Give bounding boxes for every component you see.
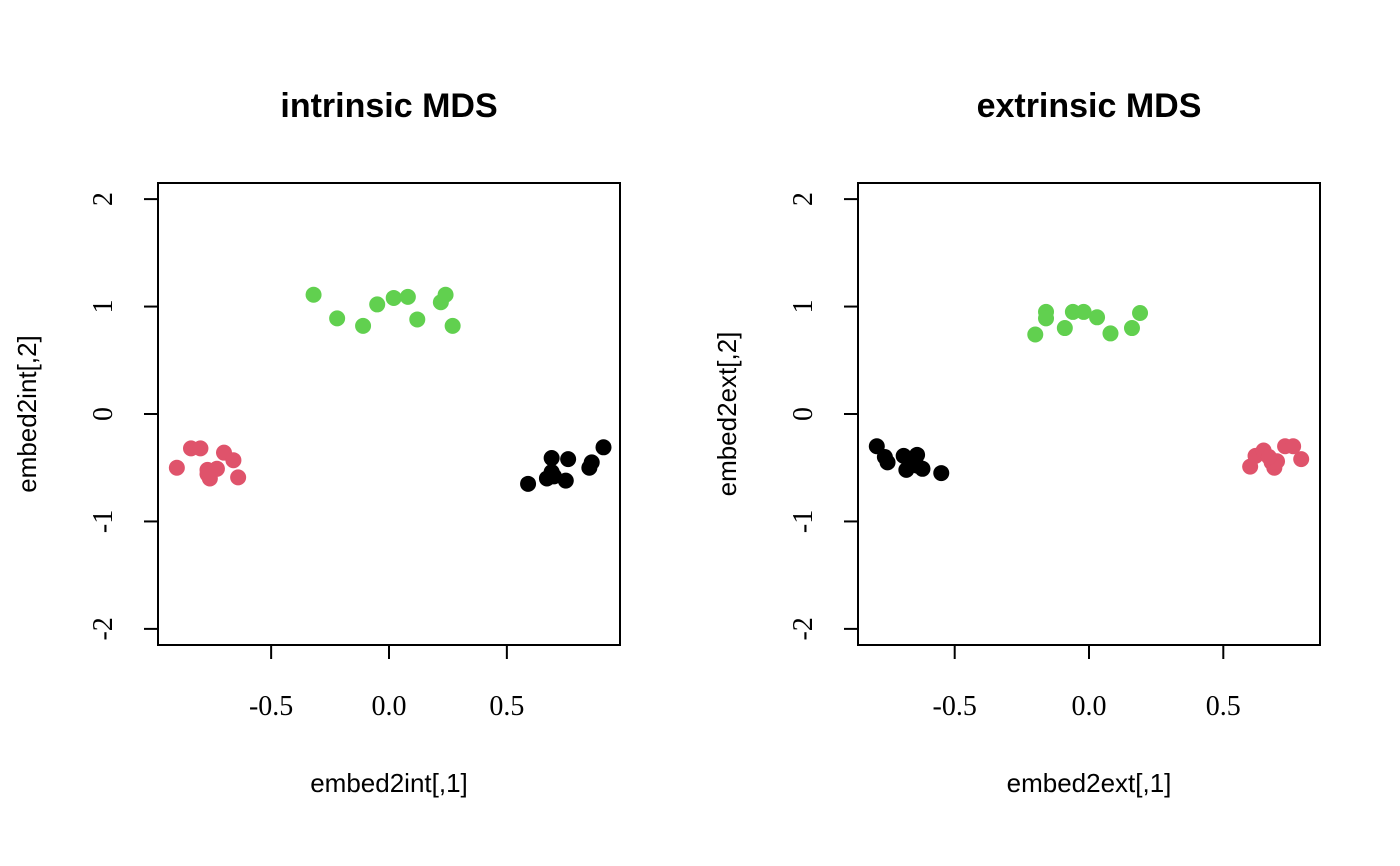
data-point (437, 286, 454, 303)
data-point (1123, 320, 1140, 337)
data-point (583, 454, 600, 471)
data-point (546, 468, 562, 485)
plot-frame (157, 182, 621, 646)
data-point (520, 475, 537, 492)
data-point (1056, 320, 1073, 337)
x-axis-label: embed2int[,1] (310, 768, 468, 798)
x-tick-label: -0.5 (933, 691, 977, 722)
y-tick-label: 2 (788, 192, 819, 206)
data-point (595, 439, 612, 456)
data-point (933, 465, 950, 482)
data-point (355, 317, 372, 334)
x-tick-label: 0.0 (1072, 691, 1107, 722)
data-point (329, 310, 346, 327)
data-point (168, 459, 185, 476)
chart-title: extrinsic MDS (977, 87, 1202, 125)
data-point (225, 452, 242, 469)
plot-panel-2: extrinsic MDS -0.5 0.0 0.5 -2 -1 0 1 2 embed2ext[… (712, 87, 1321, 798)
plot-panel-1: intrinsic MDS -0.5 0.0 0.5 -2 -1 0 1 2 embed2int[… (12, 87, 621, 798)
data-point (1075, 303, 1092, 320)
data-point (543, 450, 560, 467)
x-tick-label: 0.0 (372, 691, 407, 722)
y-tick-label: -1 (788, 510, 819, 533)
data-point (1089, 309, 1106, 326)
x-axis-label: embed2ext[,1] (1007, 768, 1172, 798)
chart-title: intrinsic MDS (280, 87, 497, 125)
data-point (1293, 451, 1310, 468)
data-point (879, 454, 896, 471)
data-point (399, 288, 416, 305)
data-point (1260, 448, 1277, 465)
y-axis-label: embed2int[,2] (12, 335, 42, 493)
y-tick-label: -1 (88, 510, 119, 533)
y-tick-label: 1 (88, 300, 119, 314)
x-tick-label: 0.5 (489, 691, 524, 722)
data-point (903, 453, 920, 470)
y-tick-label: -2 (788, 617, 819, 640)
y-tick-label: 0 (788, 407, 819, 421)
data-point (1038, 310, 1055, 327)
data-point (1027, 326, 1044, 343)
data-point (560, 451, 577, 468)
x-tick-label: -0.5 (249, 691, 293, 722)
plot-frame (857, 182, 1321, 646)
y-tick-label: 2 (88, 192, 119, 206)
y-tick-label: -2 (88, 617, 119, 640)
y-tick-label: 0 (88, 407, 119, 421)
data-point (444, 317, 461, 334)
data-point (192, 440, 209, 457)
x-tick-label: 0.5 (1206, 691, 1241, 722)
data-point (1132, 305, 1149, 322)
data-point (305, 286, 322, 303)
y-axis-label: embed2ext[,2] (712, 332, 742, 497)
data-point (230, 469, 247, 486)
y-tick-label: 1 (788, 300, 819, 314)
data-point (1285, 438, 1302, 455)
data-point (409, 311, 426, 328)
data-point (1102, 325, 1119, 342)
data-point (199, 466, 216, 483)
data-point (385, 289, 402, 306)
data-point (369, 296, 386, 313)
